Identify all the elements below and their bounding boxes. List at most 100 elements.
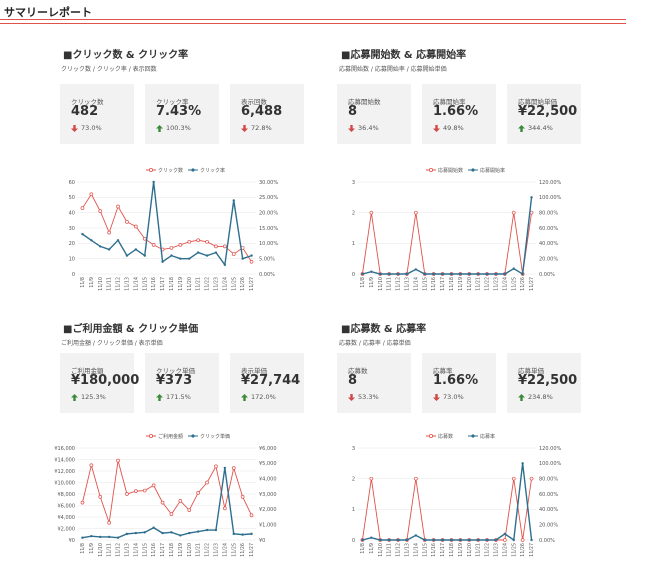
kpi-value: ¥22,500 — [518, 104, 578, 119]
data-point — [179, 534, 182, 537]
section-subtitle-apply-start: 応募開始数 / 応募開始率 / 応募開始単価 — [339, 66, 447, 73]
data-point — [223, 466, 227, 470]
data-point — [125, 492, 129, 496]
y-left-tick-label: 60 — [69, 180, 75, 186]
x-tick-label: 11/23 — [213, 543, 219, 557]
data-point — [511, 210, 516, 215]
data-point — [196, 238, 200, 243]
data-point — [494, 272, 498, 276]
y-right-tick-label: 120.00% — [539, 446, 561, 452]
kpi-card-application-cost: 応募単価 ¥22,500 234.8% — [507, 353, 581, 413]
kpi-label: 応募開始率 — [433, 98, 466, 106]
x-tick-label: 11/23 — [493, 543, 499, 557]
x-tick-label: 11/25 — [231, 543, 237, 557]
kpi-delta: 234.8% — [518, 393, 553, 401]
data-point — [107, 230, 112, 235]
kpi-delta-value: 72.8% — [251, 124, 272, 132]
y-right-tick-label: 80.00% — [539, 476, 558, 482]
kpi-label: 応募単価 — [518, 367, 544, 375]
y-right-tick-label: 0.00% — [539, 272, 555, 278]
data-point — [214, 464, 218, 469]
legend-label: ご利用金額 — [158, 433, 183, 440]
x-tick-label: 11/21 — [196, 277, 202, 291]
data-point — [231, 466, 236, 470]
data-point — [530, 538, 533, 542]
kpi-card-impressions: 表示回数 6,488 72.8% — [230, 84, 304, 144]
series-line — [362, 197, 533, 276]
x-tick-label: 11/9 — [89, 277, 95, 288]
x-tick-label: 11/27 — [529, 543, 535, 557]
data-point — [205, 239, 209, 244]
kpi-value: ¥22,500 — [518, 373, 578, 388]
data-point — [151, 483, 156, 488]
section-title-spend: ■ご利用金額 & クリック単価 — [63, 324, 199, 335]
y-right-tick-label: 30.00% — [259, 180, 278, 186]
data-point — [414, 534, 418, 537]
data-point — [361, 538, 364, 542]
data-point — [503, 532, 507, 536]
x-tick-label: 11/25 — [511, 543, 517, 557]
x-tick-label: 11/10 — [98, 543, 104, 557]
kpi-value: ¥27,744 — [241, 373, 301, 388]
x-tick-label: 11/17 — [440, 277, 446, 291]
y-right-tick-label: ¥2,000 — [259, 507, 277, 513]
data-point — [134, 531, 138, 535]
x-tick-label: 11/11 — [387, 543, 393, 557]
arrow-down-icon — [433, 124, 440, 132]
x-tick-label: 11/17 — [160, 543, 166, 557]
kpi-delta-value: 100.3% — [166, 124, 191, 132]
data-point — [80, 500, 85, 505]
kpi-card-apply-start: 応募開始数 8 36.4% — [337, 84, 411, 144]
data-point — [143, 531, 146, 534]
arrow-up-icon — [518, 124, 525, 132]
data-point — [413, 476, 418, 481]
kpi-delta-value: 73.0% — [81, 124, 102, 132]
kpi-card-spend: ご利用金額 ¥180,000 125.3% — [60, 353, 139, 413]
x-tick-label: 11/18 — [449, 543, 455, 557]
data-point — [107, 248, 111, 251]
kpi-card-application-rate: 応募率 1.66% 73.0% — [422, 353, 496, 413]
data-point — [396, 272, 400, 276]
data-point — [530, 196, 533, 199]
x-tick-label: 11/27 — [249, 277, 255, 291]
data-point — [214, 251, 218, 254]
y-left-tick-label: 1 — [352, 507, 355, 513]
x-tick-label: 11/16 — [431, 543, 437, 557]
data-point — [133, 489, 138, 493]
legend-marker — [429, 434, 434, 439]
x-tick-label: 11/22 — [205, 277, 211, 291]
chart-apply-start: 0 1 2 3 0.00% 20.00% 40.00% 60.00% 80.00% 100.00%… — [330, 162, 570, 292]
data-point — [250, 254, 253, 257]
x-tick-label: 11/22 — [485, 543, 491, 557]
data-point — [441, 272, 444, 276]
data-point — [370, 270, 373, 273]
x-tick-label: 11/17 — [160, 277, 166, 291]
y-left-tick-label: ¥8,000 — [58, 492, 76, 498]
y-right-tick-label: 20.00% — [259, 210, 278, 216]
data-point — [405, 538, 409, 542]
legend-marker — [191, 434, 195, 438]
y-right-tick-label: 10.00% — [259, 241, 278, 247]
x-tick-label: 11/10 — [378, 543, 384, 557]
kpi-delta-value: 73.0% — [443, 393, 464, 401]
x-tick-label: 11/20 — [467, 543, 473, 557]
data-point — [503, 272, 507, 276]
kpi-delta-value: 49.8% — [443, 124, 464, 132]
series-line — [82, 460, 252, 523]
x-tick-label: 11/24 — [222, 277, 228, 291]
x-tick-label: 11/10 — [98, 277, 104, 291]
y-left-tick-label: 0 — [72, 272, 75, 278]
x-tick-label: 11/26 — [520, 543, 526, 557]
section-subtitle-applications: 応募数 / 応募率 / 応募単価 — [339, 340, 411, 347]
data-point — [205, 254, 209, 257]
kpi-label: 応募数 — [348, 367, 368, 375]
legend-label: クリック数 — [158, 167, 183, 174]
kpi-delta: 344.4% — [518, 124, 553, 132]
y-right-tick-label: 60.00% — [539, 226, 558, 232]
arrow-up-icon — [71, 393, 78, 401]
data-point — [240, 495, 245, 499]
kpi-label: 表示単価 — [241, 367, 267, 375]
x-tick-label: 11/14 — [133, 277, 139, 291]
x-tick-label: 11/15 — [422, 277, 428, 291]
title-rule-top — [0, 19, 626, 20]
